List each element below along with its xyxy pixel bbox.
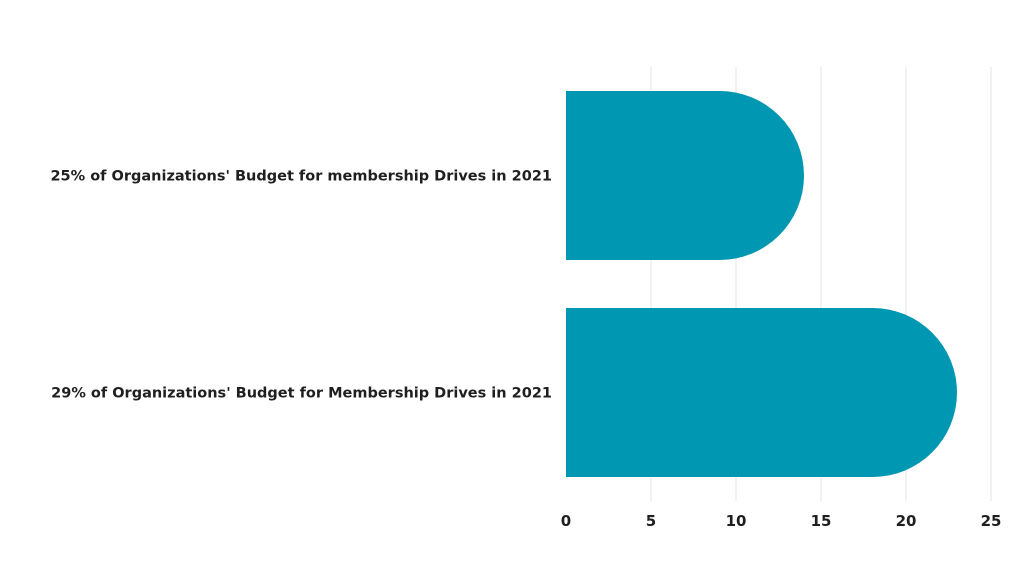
x-tick-label: 10 <box>726 512 747 530</box>
x-tick-label: 25 <box>981 512 1002 530</box>
bar <box>566 91 805 260</box>
x-tick-label: 20 <box>896 512 917 530</box>
category-label: 29% of Organizations' Budget for Members… <box>51 386 552 402</box>
x-axis-tick-labels: 0 5 10 15 20 25 <box>561 512 1002 530</box>
x-tick-label: 5 <box>646 512 656 530</box>
x-tick-label: 15 <box>811 512 832 530</box>
bar <box>566 308 958 477</box>
bars <box>566 91 958 477</box>
x-tick-label: 0 <box>561 512 571 530</box>
category-label: 25% of Organizations' Budget for members… <box>50 169 552 185</box>
category-labels: 25% of Organizations' Budget for members… <box>50 169 552 402</box>
